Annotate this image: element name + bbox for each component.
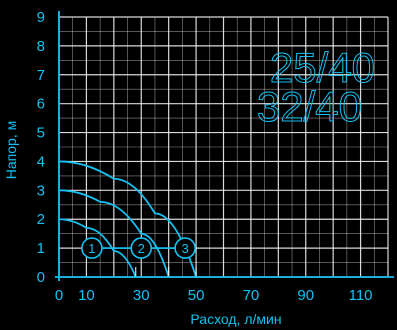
x-tick-label: 70 (243, 287, 260, 304)
marker-label-3: 3 (181, 241, 188, 256)
series-line-2 (58, 189, 170, 278)
x-tick-label: 0 (55, 287, 63, 304)
marker-circle-2 (130, 237, 153, 259)
y-tick-labels: 0 1 2 3 4 5 6 7 8 9 (37, 9, 45, 286)
y-tick-label: 1 (37, 240, 45, 257)
model-label-32-40: 32/40 (257, 83, 362, 130)
chart-markers: 1 2 3 (81, 237, 196, 259)
marker-label-1: 1 (88, 241, 95, 256)
x-tick-label: 90 (297, 287, 314, 304)
chart-series (58, 160, 197, 278)
x-tick-label: 10 (78, 287, 95, 304)
series-line-3 (58, 160, 197, 278)
marker-circle-1 (81, 237, 103, 259)
marker-circle-3 (174, 237, 196, 259)
x-tick-labels: 0 10 30 50 70 90 110 (55, 287, 373, 304)
y-tick-label: 8 (37, 38, 45, 55)
x-axis-title: Расход, л/мин (190, 311, 281, 327)
y-axis-title: Напор, м (3, 121, 19, 179)
series-line-1 (58, 218, 137, 278)
y-tick-label: 4 (37, 153, 45, 170)
x-tick-label: 50 (188, 287, 205, 304)
marker-label-2: 2 (138, 241, 145, 256)
y-tick-label: 5 (37, 125, 45, 142)
x-tick-label: 110 (349, 287, 373, 304)
y-tick-label: 6 (37, 96, 45, 113)
y-tick-label: 2 (37, 211, 45, 228)
y-tick-label: 9 (37, 9, 45, 26)
y-tick-label: 7 (37, 67, 45, 84)
x-tick-label: 30 (133, 287, 150, 304)
model-label-25-40: 25/40 (270, 44, 375, 91)
y-tick-label: 0 (37, 269, 45, 286)
chart-axes (55, 11, 394, 281)
y-tick-label: 3 (37, 182, 45, 199)
